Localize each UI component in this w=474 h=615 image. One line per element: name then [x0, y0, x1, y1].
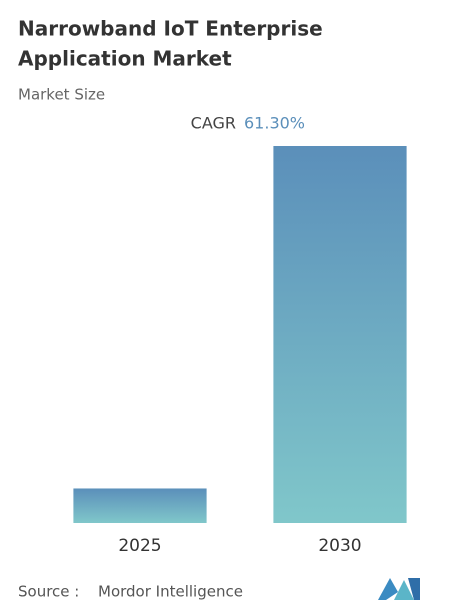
- source: Mordor Intelligence: [98, 583, 243, 601]
- logo: [378, 578, 420, 600]
- x-tick-label: 2030: [318, 536, 361, 556]
- chart-subtitle: Market Size: [18, 86, 105, 104]
- bar: [273, 146, 407, 523]
- bar: [73, 488, 207, 523]
- chart-title: Narrowband IoT Enterprise: [18, 17, 323, 41]
- source-label: Source :: [18, 583, 79, 601]
- cagr-label: CAGR: [191, 114, 236, 133]
- cagr-value: 61.30%: [244, 114, 305, 133]
- x-tick-label: 2025: [118, 536, 161, 556]
- chart-title: Application Market: [18, 47, 232, 71]
